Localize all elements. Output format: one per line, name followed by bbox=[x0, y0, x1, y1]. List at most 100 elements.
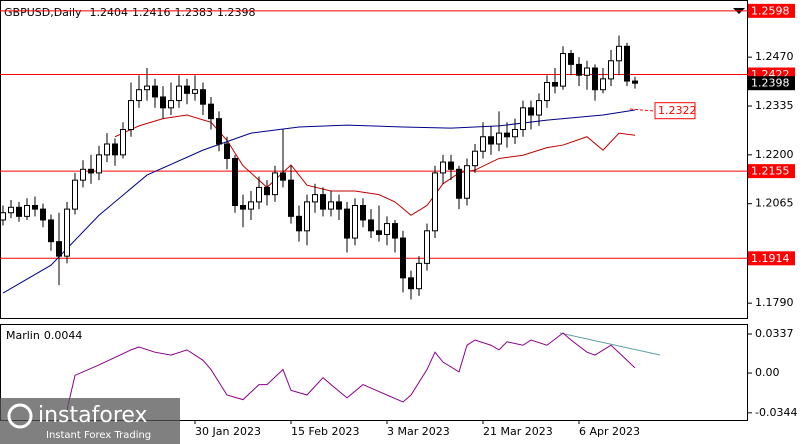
candle-body bbox=[96, 154, 102, 174]
candle-body bbox=[616, 45, 622, 62]
candle-body bbox=[136, 89, 142, 102]
indicator-value: 0.0044 bbox=[44, 329, 83, 342]
candle-body bbox=[568, 53, 574, 65]
candle-body bbox=[592, 67, 598, 91]
candle-body bbox=[16, 206, 22, 217]
candle-body bbox=[224, 143, 230, 159]
candle-body bbox=[352, 204, 358, 239]
candle-body bbox=[128, 100, 134, 131]
candle-body bbox=[168, 100, 174, 109]
level-label: 1.1914 bbox=[751, 252, 790, 265]
candle-body bbox=[536, 100, 542, 116]
candle-body bbox=[184, 85, 190, 94]
x-tick-label: 21 Mar 2023 bbox=[483, 425, 553, 438]
candle-body bbox=[288, 179, 294, 217]
candle-body bbox=[88, 168, 94, 174]
target-box bbox=[654, 102, 696, 120]
x-tick-label: 6 Apr 2023 bbox=[579, 425, 640, 438]
candle-body bbox=[24, 204, 30, 217]
candle-body bbox=[424, 230, 430, 264]
indicator-line bbox=[66, 332, 636, 411]
candle-body bbox=[200, 89, 206, 105]
candle-body bbox=[104, 143, 110, 156]
candle-body bbox=[392, 223, 398, 239]
candle-body bbox=[608, 60, 614, 80]
candle-body bbox=[248, 201, 254, 210]
candle-body bbox=[64, 208, 70, 257]
candle-body bbox=[192, 89, 198, 94]
candle-body bbox=[448, 161, 454, 170]
candle-body bbox=[408, 277, 414, 290]
y-tick-label: 1.2335 bbox=[755, 99, 794, 112]
x-tick-label: 3 Mar 2023 bbox=[387, 425, 450, 438]
candle-body bbox=[632, 80, 638, 84]
high: 1.2416 bbox=[132, 6, 171, 19]
candle-body bbox=[416, 262, 422, 290]
candle-body bbox=[464, 165, 470, 199]
candle-body bbox=[0, 212, 6, 221]
candle-body bbox=[280, 172, 286, 181]
candle-body bbox=[120, 129, 126, 156]
y-tick-label: 1.2065 bbox=[755, 197, 794, 210]
level-label-box bbox=[748, 3, 795, 18]
level-label-box bbox=[748, 164, 795, 179]
indicator-y-tick-label: 0.00 bbox=[755, 366, 780, 379]
price-label-box bbox=[748, 76, 795, 91]
y-tick-label: 1.2470 bbox=[755, 50, 794, 63]
y-tick-label: 1.1790 bbox=[755, 296, 794, 309]
candle-body bbox=[272, 172, 278, 196]
indicator-y-tick-label: 0.0337 bbox=[755, 327, 794, 340]
low: 1.2383 bbox=[175, 6, 214, 19]
candle-body bbox=[328, 201, 334, 210]
candle-body bbox=[312, 194, 318, 203]
candle-body bbox=[456, 168, 462, 199]
candle-body bbox=[400, 237, 406, 279]
candle-body bbox=[552, 81, 558, 87]
candle-body bbox=[72, 179, 78, 210]
target-label: 1.2322 bbox=[658, 104, 697, 117]
chart-header: GBPUSD,Daily 1.2404 1.2416 1.2383 1.2398 bbox=[4, 6, 256, 19]
candle-body bbox=[264, 186, 270, 196]
indicator-y-tick-label: -0.0344 bbox=[755, 406, 797, 419]
candle-body bbox=[320, 194, 326, 210]
candle-body bbox=[528, 107, 534, 116]
candle-body bbox=[304, 201, 310, 232]
candle-body bbox=[504, 132, 510, 138]
candle-body bbox=[600, 78, 606, 91]
candle-body bbox=[360, 204, 366, 221]
level-label: 1.2155 bbox=[751, 165, 790, 178]
candle-body bbox=[232, 157, 238, 206]
candle-body bbox=[256, 186, 262, 203]
candle-body bbox=[432, 172, 438, 232]
candle-body bbox=[376, 230, 382, 235]
candle-body bbox=[160, 96, 166, 109]
y-tick-label: 1.2200 bbox=[755, 148, 794, 161]
indicator-panel bbox=[0, 324, 748, 421]
candle-body bbox=[560, 53, 566, 87]
candle-body bbox=[48, 219, 54, 243]
watermark: instaforex Instant Forex Trading bbox=[0, 398, 180, 444]
watermark-logo bbox=[7, 403, 33, 429]
candle-body bbox=[520, 107, 526, 131]
open: 1.2404 bbox=[90, 6, 129, 19]
candle-body bbox=[384, 223, 390, 235]
x-tick-label: 15 Feb 2023 bbox=[291, 425, 359, 438]
candle-body bbox=[368, 219, 374, 232]
candle-body bbox=[144, 85, 150, 91]
candle-body bbox=[8, 206, 14, 214]
candle-body bbox=[472, 150, 478, 167]
indicator-name: Marlin bbox=[6, 329, 40, 342]
candle-body bbox=[488, 136, 494, 145]
candle-body bbox=[512, 129, 518, 138]
level-label-box bbox=[748, 251, 795, 266]
candle-body bbox=[440, 161, 446, 174]
candle-body bbox=[112, 143, 118, 156]
candle-body bbox=[336, 201, 342, 210]
candle-body bbox=[480, 136, 486, 152]
candle-body bbox=[240, 204, 246, 210]
candle-body bbox=[176, 85, 182, 102]
candle-body bbox=[584, 67, 590, 76]
close: 1.2398 bbox=[217, 6, 256, 19]
